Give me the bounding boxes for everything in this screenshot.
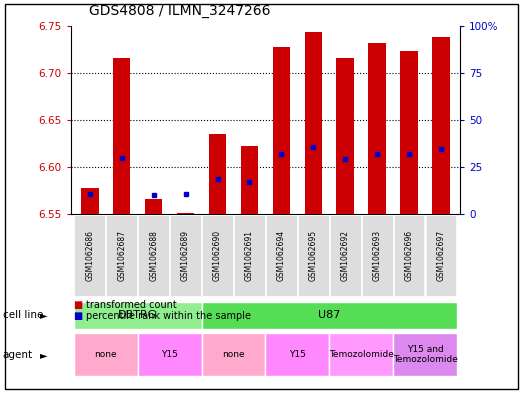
Text: none: none — [95, 350, 117, 359]
FancyBboxPatch shape — [106, 215, 137, 296]
Bar — [368, 42, 386, 214]
Text: ►: ► — [40, 350, 47, 360]
Text: Temozolomide: Temozolomide — [329, 350, 394, 359]
FancyBboxPatch shape — [330, 215, 360, 296]
Bar — [177, 213, 195, 214]
Bar — [209, 134, 226, 214]
Bar — [433, 37, 450, 214]
FancyBboxPatch shape — [393, 333, 457, 376]
Text: ■: ■ — [73, 311, 83, 321]
Text: GSM1062691: GSM1062691 — [245, 230, 254, 281]
FancyBboxPatch shape — [394, 215, 425, 296]
Text: ►: ► — [40, 310, 47, 320]
FancyBboxPatch shape — [201, 302, 457, 329]
Text: GSM1062689: GSM1062689 — [181, 230, 190, 281]
Text: GSM1062692: GSM1062692 — [341, 230, 350, 281]
FancyBboxPatch shape — [138, 215, 169, 296]
FancyBboxPatch shape — [202, 215, 233, 296]
FancyBboxPatch shape — [201, 333, 266, 376]
Text: GSM1062697: GSM1062697 — [437, 230, 446, 281]
Text: GSM1062687: GSM1062687 — [117, 230, 126, 281]
FancyBboxPatch shape — [74, 215, 105, 296]
Bar — [304, 32, 322, 214]
Bar — [336, 58, 354, 214]
Text: Y15 and
Temozolomide: Y15 and Temozolomide — [393, 345, 458, 364]
Text: GSM1062696: GSM1062696 — [405, 230, 414, 281]
Text: DBTRG: DBTRG — [118, 310, 157, 320]
Bar — [81, 188, 98, 214]
Text: GSM1062686: GSM1062686 — [85, 230, 94, 281]
Bar — [113, 58, 130, 214]
Text: GSM1062690: GSM1062690 — [213, 230, 222, 281]
FancyBboxPatch shape — [298, 215, 328, 296]
Text: cell line: cell line — [3, 310, 43, 320]
Text: none: none — [222, 350, 245, 359]
Text: transformed count: transformed count — [86, 299, 177, 310]
FancyBboxPatch shape — [426, 215, 457, 296]
FancyBboxPatch shape — [329, 333, 393, 376]
FancyBboxPatch shape — [266, 215, 297, 296]
Text: GSM1062694: GSM1062694 — [277, 230, 286, 281]
Bar — [241, 146, 258, 214]
FancyBboxPatch shape — [234, 215, 265, 296]
FancyBboxPatch shape — [138, 333, 201, 376]
Text: ■: ■ — [73, 299, 83, 310]
Text: GSM1062693: GSM1062693 — [373, 230, 382, 281]
Text: GSM1062695: GSM1062695 — [309, 230, 318, 281]
Text: agent: agent — [3, 350, 33, 360]
Bar — [401, 51, 418, 214]
Bar — [145, 199, 163, 214]
FancyBboxPatch shape — [74, 333, 138, 376]
Bar — [272, 47, 290, 214]
Text: Y15: Y15 — [161, 350, 178, 359]
Text: percentile rank within the sample: percentile rank within the sample — [86, 311, 251, 321]
FancyBboxPatch shape — [362, 215, 393, 296]
FancyBboxPatch shape — [74, 302, 201, 329]
Text: U87: U87 — [318, 310, 340, 320]
Text: Y15: Y15 — [289, 350, 306, 359]
FancyBboxPatch shape — [266, 333, 329, 376]
Text: GSM1062688: GSM1062688 — [149, 230, 158, 281]
FancyBboxPatch shape — [170, 215, 201, 296]
Text: GDS4808 / ILMN_3247266: GDS4808 / ILMN_3247266 — [89, 4, 270, 18]
